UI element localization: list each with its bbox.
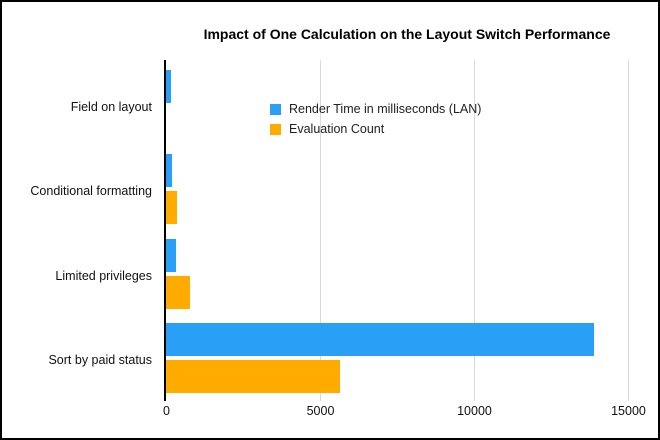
gridline — [319, 60, 321, 401]
category-label: Limited privileges — [55, 268, 152, 283]
bar — [166, 154, 173, 188]
gridline — [473, 60, 475, 401]
legend: Render Time in milliseconds (LAN) Evalua… — [270, 99, 481, 139]
category-label: Sort by paid status — [48, 352, 152, 367]
chart-title: Impact of One Calculation on the Layout … — [203, 26, 611, 42]
y-axis-line — [164, 60, 166, 401]
x-tick-label: 15000 — [611, 404, 646, 418]
legend-label: Render Time in milliseconds (LAN) — [289, 102, 482, 116]
legend-swatch-orange — [270, 123, 281, 135]
bar — [166, 359, 341, 393]
bar — [166, 275, 190, 309]
legend-item-evaluation-count: Evaluation Count — [270, 119, 481, 139]
legend-item-render-time: Render Time in milliseconds (LAN) — [270, 99, 481, 119]
x-tick-label: 0 — [163, 404, 170, 418]
bar — [166, 70, 172, 103]
legend-swatch-blue — [270, 103, 281, 115]
bar — [166, 191, 177, 225]
category-label: Conditional formatting — [30, 184, 152, 199]
bar — [166, 322, 595, 356]
bar — [166, 238, 176, 272]
category-label: Field on layout — [70, 100, 152, 114]
x-tick-label: 10000 — [457, 404, 492, 418]
gridline — [627, 60, 629, 401]
legend-label: Evaluation Count — [289, 122, 385, 136]
plot-area: Render Time in milliseconds (LAN) Evalua… — [164, 60, 652, 401]
x-tick-label: 5000 — [306, 404, 335, 418]
